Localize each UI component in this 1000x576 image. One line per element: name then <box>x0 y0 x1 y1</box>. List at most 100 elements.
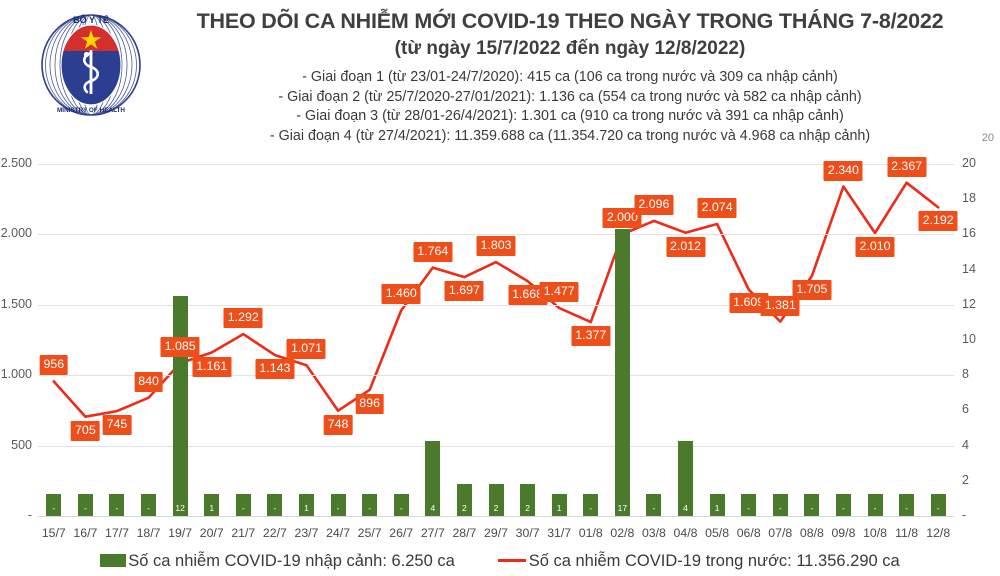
y-axis-left-tick: 500 <box>11 437 32 452</box>
x-axis-tick-label: 27/7 <box>420 526 445 540</box>
line-point-value-label: 896 <box>355 393 384 414</box>
bar-imported-cases: - <box>804 494 820 516</box>
bar-value-label: 1 <box>209 503 215 513</box>
line-point-value-label: 1.085 <box>160 337 200 358</box>
bar-imported-cases: - <box>930 494 946 516</box>
bar-value-label: - <box>873 503 877 513</box>
legend-item-domestic: Số ca nhiễm COVID-19 trong nước: 11.356.… <box>497 552 900 571</box>
y-axis-right-tick: 8 <box>962 367 969 382</box>
bar-value-label: - <box>589 503 593 513</box>
legend-label-domestic: Số ca nhiễm COVID-19 trong nước: 11.356.… <box>528 552 900 570</box>
y-axis-left-tick: 2.000 <box>0 226 32 241</box>
x-axis-tick-label: 06/8 <box>736 526 761 540</box>
line-point-value-label: 1.803 <box>476 236 516 257</box>
legend-swatch-line-icon <box>497 558 526 562</box>
bar-imported-cases: 1 <box>709 494 725 516</box>
gridline <box>38 234 954 236</box>
bar-value-label: 1 <box>556 503 562 513</box>
svg-text:MINISTRY OF HEALTH: MINISTRY OF HEALTH <box>57 107 125 114</box>
gridline <box>38 304 954 306</box>
y-axis-right-tick: 4 <box>962 437 969 452</box>
x-axis-labels: 15/7 16/7 17/7 18/7 19/7 20/7 21/7 22/7 23/7 24/7… <box>38 526 954 548</box>
y-axis-left-tick: - <box>27 508 32 522</box>
x-axis-tick-label: 20/7 <box>199 526 224 540</box>
bar-imported-cases: - <box>141 494 157 516</box>
bar-value-label: - <box>52 503 56 513</box>
line-point-value-label: 1.609 <box>729 293 769 314</box>
bar-value-label: - <box>936 503 940 513</box>
x-axis-tick-label: 18/7 <box>136 526 161 540</box>
y-axis-right-tick: 18 <box>962 191 976 206</box>
phase-item-1: - Giai đoạn 1 (từ 23/01-24/7/2020): 415 … <box>302 69 838 85</box>
bar-imported-cases: - <box>646 494 662 516</box>
line-point-value-label: 1.071 <box>286 339 326 360</box>
line-point-value-label: 2.340 <box>823 160 863 181</box>
bar-imported-cases: - <box>46 494 62 516</box>
line-point-value-label: 2.367 <box>887 156 927 177</box>
bar-value-label: - <box>842 503 845 513</box>
bar-imported-cases: - <box>109 494 125 516</box>
line-point-value-label: 1.460 <box>381 284 421 305</box>
y-axis-right-tick: - <box>962 508 967 522</box>
y-axis-right-tick: 12 <box>962 296 976 311</box>
line-point-value-label: 1.705 <box>792 279 832 300</box>
x-axis-tick-label: 29/7 <box>484 526 508 540</box>
x-axis-tick-label: 30/7 <box>515 526 540 540</box>
bar-value-label: - <box>778 503 782 513</box>
x-axis-tick-label: 26/7 <box>389 526 414 540</box>
y-axis-right-tick: 10 <box>962 332 976 346</box>
y-axis-left-tick: 1.500 <box>0 296 32 311</box>
line-point-value-label: 1.381 <box>760 295 800 316</box>
y-axis-right-tick: 2 <box>962 472 969 487</box>
bar-imported-cases: - <box>835 494 851 516</box>
x-axis-tick-label: 24/7 <box>326 526 351 540</box>
x-axis-tick-label: 25/7 <box>357 526 382 540</box>
x-axis-tick-label: 22/7 <box>262 526 287 540</box>
bar-imported-cases: - <box>267 494 283 516</box>
x-axis-tick-label: 09/8 <box>831 526 856 540</box>
bar-imported-cases: 2 <box>456 483 472 516</box>
x-axis-tick-label: 02/8 <box>610 526 635 540</box>
page-title: THEO DÕI CA NHIỄM MỚI COVID-19 THEO NGÀY… <box>196 9 944 33</box>
y-axis-right-tick: 14 <box>962 261 976 276</box>
bar-imported-cases: - <box>362 494 378 516</box>
axis-baseline <box>38 516 954 517</box>
bar-imported-cases: - <box>772 494 788 516</box>
line-point-value-label: 956 <box>39 355 69 376</box>
bar-value-label: 2 <box>525 503 530 513</box>
y-axis-right-tick: 16 <box>962 226 976 241</box>
bar-value-label: - <box>147 503 150 513</box>
legend-swatch-bar-icon <box>100 554 127 568</box>
bar-imported-cases: 12 <box>172 296 188 516</box>
line-point-value-label: 1.697 <box>444 281 484 302</box>
x-axis-tick-label: 07/8 <box>768 526 793 540</box>
bar-value-label: 4 <box>683 503 688 513</box>
bar-imported-cases: - <box>330 494 346 516</box>
header: BỘ Y TẾ MINISTRY OF HEALTH THEO DÕI CA N… <box>0 0 1000 152</box>
x-axis-tick-label: 31/7 <box>547 526 572 540</box>
bar-imported-cases: - <box>393 494 409 516</box>
line-point-value-label: 2.096 <box>634 194 674 215</box>
bar-value-label: 12 <box>175 503 185 513</box>
bar-value-label: - <box>273 503 277 513</box>
y-axis-left-tick: 1.000 <box>0 367 32 382</box>
line-point-value-label: 1.377 <box>571 326 611 347</box>
line-point-value-label: 2.012 <box>666 236 706 257</box>
page-subtitle: (từ ngày 15/7/2022 đến ngày 12/8/2022) <box>394 38 746 59</box>
bar-imported-cases: - <box>77 494 93 516</box>
bar-value-label: - <box>115 503 119 513</box>
phase-item-4: - Giai đoạn 4 (từ 27/4/2021): 11.359.688… <box>269 127 871 144</box>
chart-area: -500 1.000 1.500 2.000 2.500-2 4 6 8 10 12 14 16 18 2… <box>0 152 1000 576</box>
line-point-value-label: 1.477 <box>539 282 579 303</box>
line-point-value-label: 705 <box>71 420 100 441</box>
line-point-value-label: 2.010 <box>855 236 895 257</box>
line-point-value-label: 1.668 <box>508 285 548 306</box>
chart-legend: Số ca nhiễm COVID-19 nhập cảnh: 6.250 ca… <box>0 552 1000 576</box>
bar-value-label: 1 <box>304 503 309 513</box>
x-axis-tick-label: 17/7 <box>104 526 129 540</box>
gridline <box>38 445 954 447</box>
line-point-value-label: 2.000 <box>602 208 642 229</box>
bar-value-label: - <box>747 503 751 513</box>
x-axis-tick-label: 21/7 <box>231 526 256 540</box>
